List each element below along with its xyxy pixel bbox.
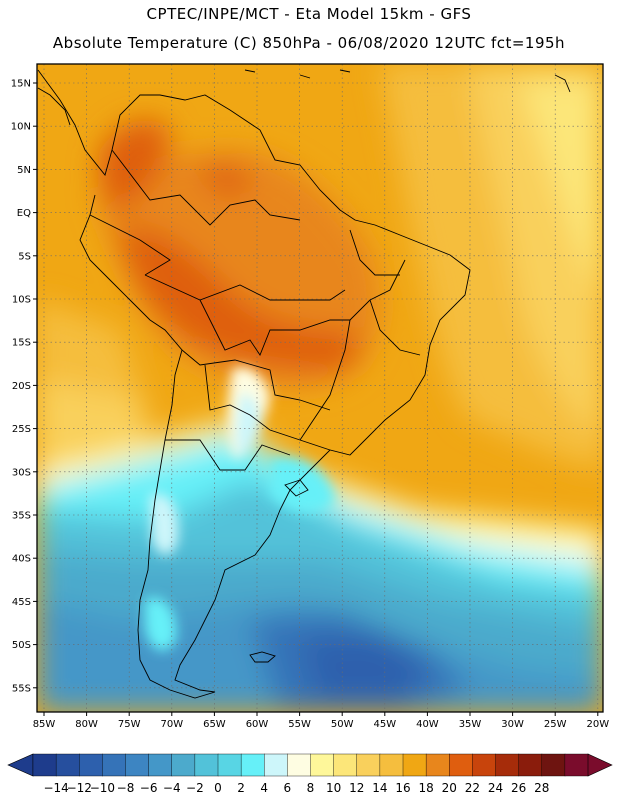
plot-frame	[36, 63, 604, 713]
coastline-outline	[37, 69, 571, 699]
colorbar-label: −10	[90, 781, 115, 795]
colorbar-label: 0	[214, 781, 222, 795]
colorbar-label: 6	[284, 781, 292, 795]
lon-label: 45W	[373, 719, 396, 730]
lat-label: 10N	[11, 122, 31, 133]
lat-label: 15N	[11, 79, 31, 90]
lon-label: 65W	[203, 719, 226, 730]
lat-label: 45S	[12, 597, 31, 608]
temperature-field	[37, 64, 603, 712]
lat-label: 25S	[12, 424, 31, 435]
colorbar-swatch	[379, 753, 404, 777]
longitude-labels: 85W 80W 75W 70W 65W 60W 55W 50W 45W 40W 35W 30W 25W 2…	[33, 712, 609, 730]
colorbar-swatch	[518, 753, 543, 777]
lat-label: 20S	[12, 381, 31, 392]
lon-label: 30W	[501, 719, 524, 730]
colorbar-label: 8	[307, 781, 315, 795]
colorbar: −14−12−10 −8 −6 −4 −2 0 2 4 6 8 10 12 14 16 18 20 22 24 26…	[7, 753, 613, 795]
title-line-1: CPTEC/INPE/MCT - Eta Model 15km - GFS	[146, 5, 472, 23]
colorbar-swatch	[102, 753, 126, 777]
colorbar-label: 12	[349, 781, 364, 795]
colorbar-label: −6	[140, 781, 158, 795]
colorbar-swatch	[449, 753, 473, 777]
lat-label: 15S	[12, 338, 31, 349]
lon-label: 20W	[586, 719, 609, 730]
colorbar-label: 10	[326, 781, 341, 795]
lon-label: 70W	[160, 719, 183, 730]
lon-label: 50W	[331, 719, 354, 730]
colorbar-swatch	[402, 753, 427, 777]
colorbar-swatch	[495, 753, 520, 777]
colorbar-swatch	[240, 753, 265, 777]
colorbar-swatch	[79, 753, 103, 777]
colorbar-swatch	[333, 753, 358, 777]
colorbar-label: 16	[395, 781, 410, 795]
lon-label: 40W	[416, 719, 439, 730]
graticule	[37, 64, 603, 712]
colorbar-label: 4	[260, 781, 268, 795]
colorbar-label: −12	[67, 781, 92, 795]
colorbar-swatch	[472, 753, 496, 777]
colorbar-swatch	[217, 753, 242, 777]
colorbar-swatch	[194, 753, 219, 777]
colorbar-label: 24	[488, 781, 503, 795]
lon-label: 35W	[459, 719, 482, 730]
colorbar-swatch	[310, 753, 335, 777]
colorbar-swatch	[356, 753, 381, 777]
colorbar-label: −14	[43, 781, 68, 795]
lat-label: 55S	[12, 683, 31, 694]
colorbar-swatch	[55, 753, 80, 777]
colorbar-swatch	[287, 753, 311, 777]
colorbar-label: 22	[465, 781, 480, 795]
lon-label: 55W	[288, 719, 311, 730]
lat-label: EQ	[17, 208, 31, 219]
colorbar-swatch	[125, 753, 150, 777]
colorbar-swatch	[425, 753, 450, 777]
lon-label: 75W	[118, 719, 141, 730]
colorbar-label: 2	[237, 781, 245, 795]
lon-label: 25W	[544, 719, 567, 730]
lat-label: 35S	[12, 511, 31, 522]
latitude-labels: 15N 10N 5N EQ 5S 10S 15S 20S 25S 30S 35S 40S 45S 50S 5…	[11, 79, 37, 694]
lat-label: 50S	[12, 640, 31, 651]
title-line-2: Absolute Temperature (C) 850hPa - 06/08/…	[52, 34, 566, 52]
colorbar-label: −8	[117, 781, 135, 795]
colorbar-swatch	[148, 753, 173, 777]
colorbar-swatch	[171, 753, 196, 777]
lat-label: 30S	[12, 467, 31, 478]
colorbar-over-arrow	[587, 753, 613, 777]
colorbar-under-arrow	[7, 753, 34, 777]
colorbar-label: 14	[372, 781, 387, 795]
colorbar-swatch	[32, 753, 57, 777]
colorbar-label: 18	[418, 781, 433, 795]
colorbar-label: 26	[511, 781, 526, 795]
lat-label: 5S	[18, 251, 31, 262]
colorbar-label: 20	[442, 781, 457, 795]
colorbar-label: −4	[163, 781, 181, 795]
lon-label: 80W	[75, 719, 98, 730]
colorbar-swatch	[564, 753, 589, 777]
lat-label: 5N	[17, 165, 31, 176]
lon-label: 60W	[246, 719, 269, 730]
colorbar-swatch	[541, 753, 566, 777]
lat-label: 40S	[12, 554, 31, 565]
colorbar-label: −2	[186, 781, 204, 795]
colorbar-label: 28	[534, 781, 549, 795]
lat-label: 10S	[12, 295, 31, 306]
lon-label: 85W	[33, 719, 56, 730]
colorbar-swatch	[264, 753, 288, 777]
